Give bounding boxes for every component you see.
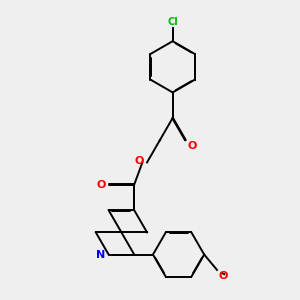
Text: O: O bbox=[135, 156, 144, 166]
Text: O: O bbox=[97, 180, 106, 190]
Text: O: O bbox=[218, 271, 228, 281]
Text: O: O bbox=[188, 142, 197, 152]
Text: N: N bbox=[96, 250, 106, 260]
Text: Cl: Cl bbox=[167, 17, 178, 27]
